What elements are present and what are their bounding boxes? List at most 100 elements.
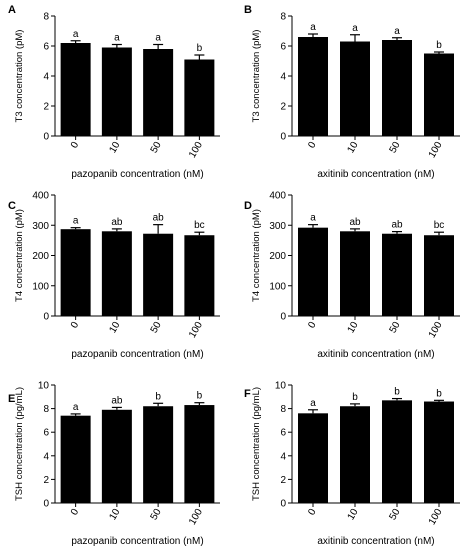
y-tick-label: 6 bbox=[280, 428, 286, 439]
x-tick-label: 50 bbox=[388, 507, 403, 523]
y-tick-label: 8 bbox=[280, 12, 286, 23]
significance-letter: a bbox=[310, 22, 316, 33]
y-tick-label: 300 bbox=[269, 221, 286, 232]
chart-panel-e: E 0 2 4 6 8 10 TSH concentration (pg/mL) a 0 ab 10 b… bbox=[8, 381, 220, 547]
y-tick-label: 400 bbox=[269, 191, 286, 202]
significance-letter: b bbox=[197, 391, 203, 402]
bar bbox=[382, 233, 412, 316]
x-axis-title: axitinib concentration (nM) bbox=[317, 169, 434, 180]
significance-letter: ab bbox=[391, 220, 403, 231]
bar bbox=[101, 47, 132, 136]
y-axis-title: TSH concentration (pg/mL) bbox=[14, 387, 25, 501]
bar bbox=[60, 415, 91, 503]
significance-letter: ab bbox=[153, 213, 165, 224]
panel-label: B bbox=[244, 4, 252, 16]
y-tick-label: 10 bbox=[38, 381, 50, 392]
chart-panel-d: D 0 100 200 300 400 T4 concentration (pM) a 0 ab 1… bbox=[244, 191, 460, 360]
bar bbox=[298, 37, 328, 136]
y-axis-title: T3 concentration (pM) bbox=[251, 30, 262, 123]
y-axis-title: T4 concentration (pM) bbox=[251, 209, 262, 302]
x-tick-label: 0 bbox=[69, 320, 82, 331]
significance-letter: a bbox=[73, 216, 79, 227]
y-tick-label: 8 bbox=[43, 12, 49, 23]
bar bbox=[424, 235, 454, 316]
x-tick-label: 50 bbox=[149, 140, 164, 156]
panel-label: C bbox=[8, 200, 16, 212]
bar bbox=[340, 41, 370, 136]
significance-letter: bc bbox=[194, 220, 205, 231]
x-tick-label: 0 bbox=[69, 507, 82, 518]
bar bbox=[143, 233, 174, 316]
significance-letter: a bbox=[352, 23, 358, 34]
y-tick-label: 0 bbox=[43, 132, 49, 143]
y-tick-label: 0 bbox=[280, 499, 286, 510]
x-axis-title: pazopanib concentration (nM) bbox=[71, 349, 203, 360]
significance-letter: ab bbox=[111, 217, 123, 228]
y-tick-label: 4 bbox=[280, 72, 286, 83]
y-tick-label: 0 bbox=[280, 132, 286, 143]
bar bbox=[340, 406, 370, 503]
x-tick-label: 0 bbox=[306, 507, 319, 518]
significance-letter: b bbox=[436, 40, 442, 51]
y-tick-label: 400 bbox=[32, 191, 49, 202]
x-tick-label: 100 bbox=[427, 507, 445, 527]
significance-letter: a bbox=[310, 398, 316, 409]
y-tick-label: 8 bbox=[43, 404, 49, 415]
bar bbox=[143, 406, 174, 503]
y-tick-label: 0 bbox=[43, 312, 49, 323]
x-tick-label: 10 bbox=[346, 320, 361, 336]
significance-letter: ab bbox=[349, 217, 361, 228]
significance-letter: b bbox=[155, 391, 161, 402]
bar bbox=[382, 40, 412, 136]
x-tick-label: 10 bbox=[107, 507, 122, 523]
y-tick-label: 0 bbox=[280, 312, 286, 323]
chart-panel-a: A 0 2 4 6 8 T3 concentration (pM) a 0 a 10 a 50 b 100 p… bbox=[8, 4, 220, 180]
x-tick-label: 50 bbox=[388, 320, 403, 336]
bar bbox=[60, 229, 91, 316]
significance-letter: a bbox=[114, 33, 120, 44]
y-tick-label: 2 bbox=[280, 102, 286, 113]
x-tick-label: 0 bbox=[306, 140, 319, 151]
x-tick-label: 50 bbox=[388, 140, 403, 156]
x-tick-label: 10 bbox=[107, 140, 122, 156]
y-tick-label: 200 bbox=[269, 251, 286, 262]
y-axis-title: T4 concentration (pM) bbox=[14, 209, 25, 302]
y-tick-label: 100 bbox=[269, 281, 286, 292]
chart-panel-c: C 0 100 200 300 400 T4 concentration (pM) a 0 ab 1… bbox=[8, 191, 220, 360]
x-axis-title: pazopanib concentration (nM) bbox=[71, 536, 203, 547]
bar bbox=[101, 409, 132, 503]
x-tick-label: 10 bbox=[107, 320, 122, 336]
chart-panel-f: F 0 2 4 6 8 10 TSH concentration (pg/mL) a 0 b 10 b 5… bbox=[244, 381, 460, 547]
y-tick-label: 300 bbox=[32, 221, 49, 232]
significance-letter: a bbox=[73, 402, 79, 413]
x-tick-label: 100 bbox=[427, 140, 445, 160]
panel-label: F bbox=[244, 388, 251, 400]
y-tick-label: 4 bbox=[280, 451, 286, 462]
y-axis-title: T3 concentration (pM) bbox=[14, 30, 25, 123]
panel-label: E bbox=[8, 393, 15, 405]
panel-label: A bbox=[8, 4, 16, 16]
bar bbox=[60, 43, 91, 136]
y-tick-label: 2 bbox=[280, 475, 286, 486]
bar bbox=[424, 53, 454, 136]
bar bbox=[143, 49, 174, 136]
bar bbox=[101, 231, 132, 316]
significance-letter: a bbox=[310, 213, 316, 224]
y-tick-label: 6 bbox=[280, 42, 286, 53]
x-tick-label: 10 bbox=[346, 140, 361, 156]
bar bbox=[340, 231, 370, 316]
y-tick-label: 8 bbox=[280, 404, 286, 415]
x-tick-label: 50 bbox=[149, 320, 164, 336]
x-axis-title: pazopanib concentration (nM) bbox=[71, 169, 203, 180]
bar bbox=[184, 405, 215, 503]
panel-label: D bbox=[244, 200, 252, 212]
x-tick-label: 100 bbox=[187, 140, 205, 160]
y-tick-label: 6 bbox=[43, 42, 49, 53]
bar bbox=[298, 413, 328, 503]
y-tick-label: 2 bbox=[43, 102, 49, 113]
significance-letter: a bbox=[394, 26, 400, 37]
y-axis-title: TSH concentration (pg/mL) bbox=[251, 387, 262, 501]
significance-letter: a bbox=[155, 33, 161, 44]
y-tick-label: 100 bbox=[32, 281, 49, 292]
significance-letter: b bbox=[352, 392, 358, 403]
